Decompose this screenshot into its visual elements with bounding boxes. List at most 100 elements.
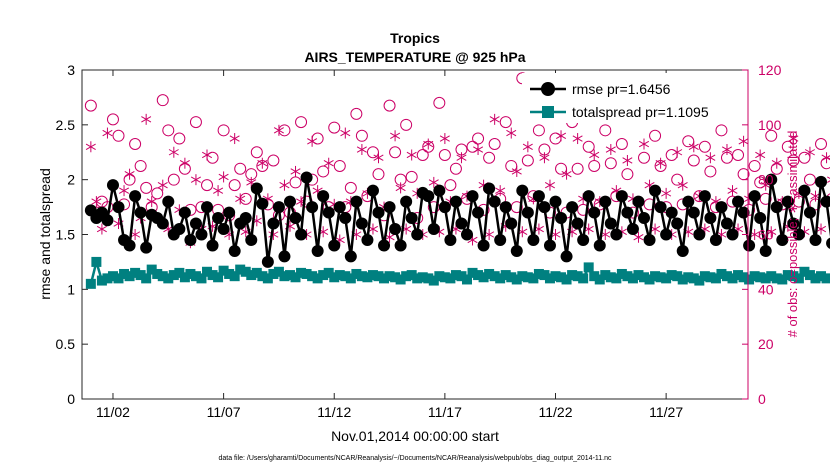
rmse-point bbox=[278, 250, 291, 263]
rmse-point bbox=[217, 223, 230, 236]
totalspread-point bbox=[799, 266, 810, 277]
rmse-point bbox=[709, 233, 722, 246]
x-tick-label: 11/17 bbox=[428, 404, 462, 420]
totalspread-point bbox=[428, 275, 439, 286]
totalspread-point bbox=[600, 270, 611, 281]
totalspread-point bbox=[467, 267, 478, 278]
totalspread-point bbox=[224, 268, 235, 279]
totalspread-point bbox=[716, 268, 727, 279]
rmse-point bbox=[826, 237, 830, 249]
rmse-point bbox=[350, 195, 363, 208]
rmse-point bbox=[477, 239, 490, 252]
rmse-point bbox=[604, 217, 617, 230]
obs-assimilated-point bbox=[489, 113, 500, 125]
totalspread-point bbox=[672, 271, 683, 282]
obs-possible-point bbox=[350, 107, 363, 120]
rmse-point bbox=[344, 250, 357, 263]
legend: rmse pr=1.6456 totalspread pr=1.1095 bbox=[522, 73, 744, 123]
rmse-point bbox=[687, 206, 700, 219]
rmse-point bbox=[272, 201, 285, 214]
obs-assimilated-point bbox=[91, 196, 102, 208]
totalspread-point bbox=[384, 271, 395, 282]
totalspread-point bbox=[749, 271, 760, 282]
obs-assimilated-point bbox=[705, 152, 716, 164]
rmse-point bbox=[366, 184, 379, 197]
obs-assimilated-point bbox=[506, 127, 517, 139]
totalspread-point bbox=[583, 262, 594, 273]
rmse-point bbox=[693, 228, 706, 241]
obs-assimilated-point bbox=[672, 146, 683, 158]
obs-possible-point bbox=[344, 181, 357, 194]
obs-assimilated-point bbox=[157, 179, 168, 191]
rmse-point bbox=[682, 195, 695, 208]
obs-possible-point bbox=[228, 179, 241, 192]
totalspread-point bbox=[710, 273, 721, 284]
x-tick-label: 11/27 bbox=[649, 404, 683, 420]
totalspread-point bbox=[694, 275, 705, 286]
totalspread-point bbox=[755, 272, 766, 283]
obs-assimilated-point bbox=[428, 176, 439, 188]
totalspread-point bbox=[744, 274, 755, 285]
totalspread-point bbox=[511, 274, 522, 285]
totalspread-point bbox=[721, 271, 732, 282]
obs-possible-point bbox=[781, 140, 794, 153]
obs-assimilated-point bbox=[771, 157, 782, 169]
obs-assimilated-point bbox=[290, 165, 301, 177]
rmse-point bbox=[610, 228, 623, 241]
rmse-point bbox=[726, 228, 739, 241]
rmse-point bbox=[140, 241, 153, 254]
totalspread-point bbox=[279, 271, 290, 282]
rmse-point bbox=[223, 206, 236, 219]
totalspread-point bbox=[423, 273, 434, 284]
totalspread-point bbox=[345, 273, 356, 284]
rmse-point bbox=[339, 212, 352, 225]
obs-possible-point bbox=[488, 138, 501, 151]
totalspread-point bbox=[218, 265, 229, 276]
totalspread-point bbox=[495, 273, 506, 284]
rmse-point bbox=[676, 244, 689, 257]
y-left-tick-label: 3 bbox=[67, 62, 75, 78]
obs-assimilated-point bbox=[395, 182, 406, 194]
obs-possible-point bbox=[162, 124, 175, 137]
totalspread-point bbox=[96, 275, 107, 286]
y-left-tick-label: 1 bbox=[67, 281, 75, 297]
legend-spread-marker bbox=[542, 106, 554, 118]
rmse-point bbox=[300, 171, 313, 184]
rmse-point bbox=[228, 244, 241, 257]
rmse-point bbox=[770, 201, 783, 214]
x-tick-label: 11/12 bbox=[317, 404, 351, 420]
obs-possible-point bbox=[787, 154, 800, 167]
obs-possible-point bbox=[483, 151, 496, 164]
rmse-point bbox=[422, 190, 435, 203]
rmse-point bbox=[516, 184, 529, 197]
totalspread-point bbox=[793, 273, 804, 284]
rmse-point bbox=[460, 228, 473, 241]
rmse-point bbox=[455, 217, 468, 230]
totalspread-point bbox=[533, 268, 544, 279]
rmse-point bbox=[538, 201, 551, 214]
obs-assimilated-point bbox=[124, 168, 135, 180]
totalspread-point bbox=[113, 273, 124, 284]
totalspread-point bbox=[102, 273, 113, 284]
totalspread-point bbox=[550, 271, 561, 282]
totalspread-point bbox=[240, 266, 251, 277]
rmse-point bbox=[776, 233, 789, 246]
totalspread-point bbox=[733, 270, 744, 281]
obs-possible-point bbox=[765, 129, 778, 142]
totalspread-point bbox=[677, 274, 688, 285]
rmse-point bbox=[748, 190, 761, 203]
totalspread-point bbox=[329, 272, 340, 283]
obs-possible-point bbox=[389, 146, 402, 159]
totalspread-point bbox=[296, 267, 307, 278]
totalspread-point bbox=[766, 271, 777, 282]
totalspread-point bbox=[434, 271, 445, 282]
rmse-point bbox=[510, 244, 523, 257]
y-left-tick-label: 2.5 bbox=[56, 117, 76, 133]
axes-layer: 11/02 11/07 11/12 11/17 11/22 11/27 0 0.5 1 1.5 2 2… bbox=[56, 62, 782, 420]
obs-assimilated-point bbox=[439, 133, 450, 145]
obs-assimilated-point bbox=[340, 127, 351, 139]
legend-rmse-label: rmse pr=1.6456 bbox=[572, 81, 671, 97]
obs-assimilated-point bbox=[539, 152, 550, 164]
rmse-point bbox=[212, 212, 225, 225]
obs-possible-point bbox=[234, 162, 247, 175]
